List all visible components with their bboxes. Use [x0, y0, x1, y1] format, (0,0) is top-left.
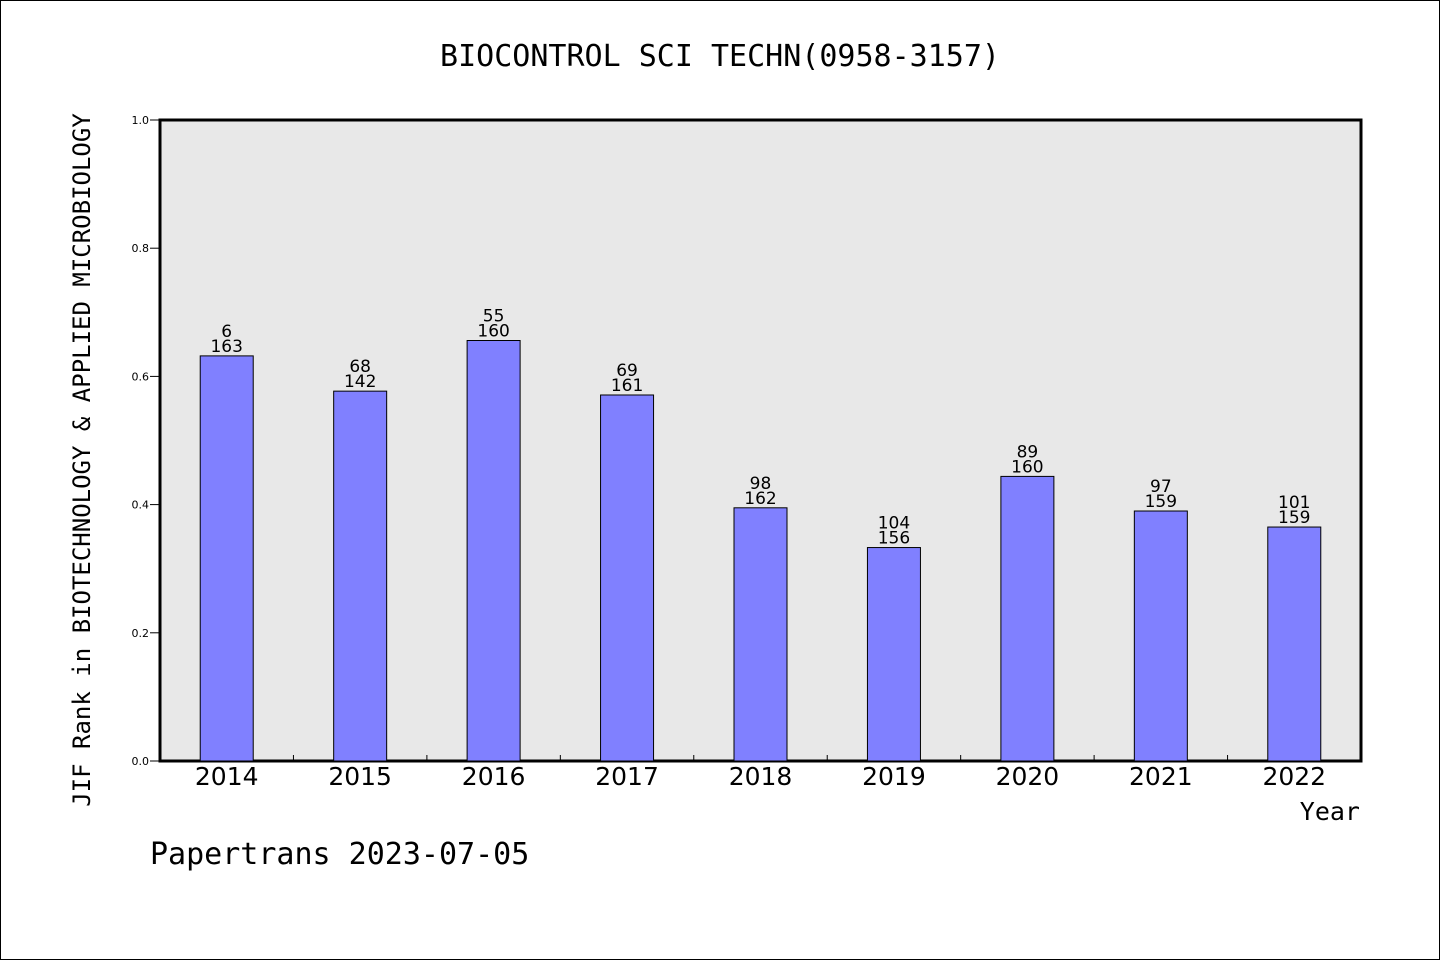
y-tick-label: 0.0	[132, 755, 150, 768]
bar-total-label: 159	[1145, 492, 1177, 512]
bar-total-label: 159	[1278, 508, 1310, 528]
x-tick-label: 2020	[996, 762, 1060, 791]
footer-credit: Papertrans 2023-07-05	[150, 837, 529, 872]
y-tick-label: 1.0	[132, 114, 150, 127]
x-axis-label: Year	[1300, 797, 1360, 826]
bar-rank-label: 98	[750, 474, 772, 494]
x-tick-label: 2022	[1262, 762, 1326, 791]
bar	[333, 390, 388, 762]
bar-rank-label: 104	[878, 514, 910, 534]
x-tick-label: 2015	[328, 762, 392, 791]
bar-total-label: 162	[744, 489, 776, 509]
bar-total-label: 161	[611, 376, 643, 396]
bar-total-label: 142	[344, 372, 376, 392]
y-tick-label: 0.6	[132, 370, 150, 383]
y-tick-label: 0.2	[132, 627, 150, 640]
x-tick-label: 2017	[595, 762, 659, 791]
y-tick-label: 0.8	[132, 242, 150, 255]
x-tick-label: 2016	[462, 762, 526, 791]
bar-total-label: 163	[210, 337, 242, 357]
bar	[1267, 526, 1322, 762]
bar	[866, 547, 921, 762]
x-tick-label: 2014	[195, 762, 259, 791]
bar	[600, 394, 655, 762]
bar-total-label: 156	[878, 529, 910, 549]
bar-rank-label: 101	[1278, 493, 1310, 513]
bar-rank-label: 55	[483, 307, 505, 327]
bar-rank-label: 6	[221, 322, 232, 342]
bar-total-label: 160	[1011, 457, 1043, 477]
bar	[199, 355, 254, 762]
bar-rank-label: 97	[1150, 477, 1172, 497]
bar-total-label: 160	[477, 322, 509, 342]
bar-rank-label: 69	[616, 361, 638, 381]
bar-rank-label: 68	[349, 357, 371, 377]
y-tick-label: 0.4	[132, 499, 150, 512]
bar	[1133, 510, 1188, 762]
bar	[733, 507, 788, 762]
y-axis-label: JIF Rank in BIOTECHNOLOGY & APPLIED MICR…	[68, 113, 96, 807]
chart-title: BIOCONTROL SCI TECHN(0958-3157)	[440, 39, 1000, 74]
bars: 1636142681605516169162981561041608915997…	[199, 307, 1322, 762]
x-tick-label: 2018	[729, 762, 793, 791]
bar	[1000, 475, 1055, 762]
bar	[466, 340, 521, 762]
bar-rank-label: 89	[1017, 442, 1039, 462]
y-axis: 0.0 0.2 0.4 0.6 0.8 1.0	[132, 114, 160, 768]
x-tick-label: 2021	[1129, 762, 1193, 791]
x-axis: 2014 2015 2016 2017 2018 2019 2020 2021 2022	[195, 755, 1326, 791]
x-tick-label: 2019	[862, 762, 926, 791]
